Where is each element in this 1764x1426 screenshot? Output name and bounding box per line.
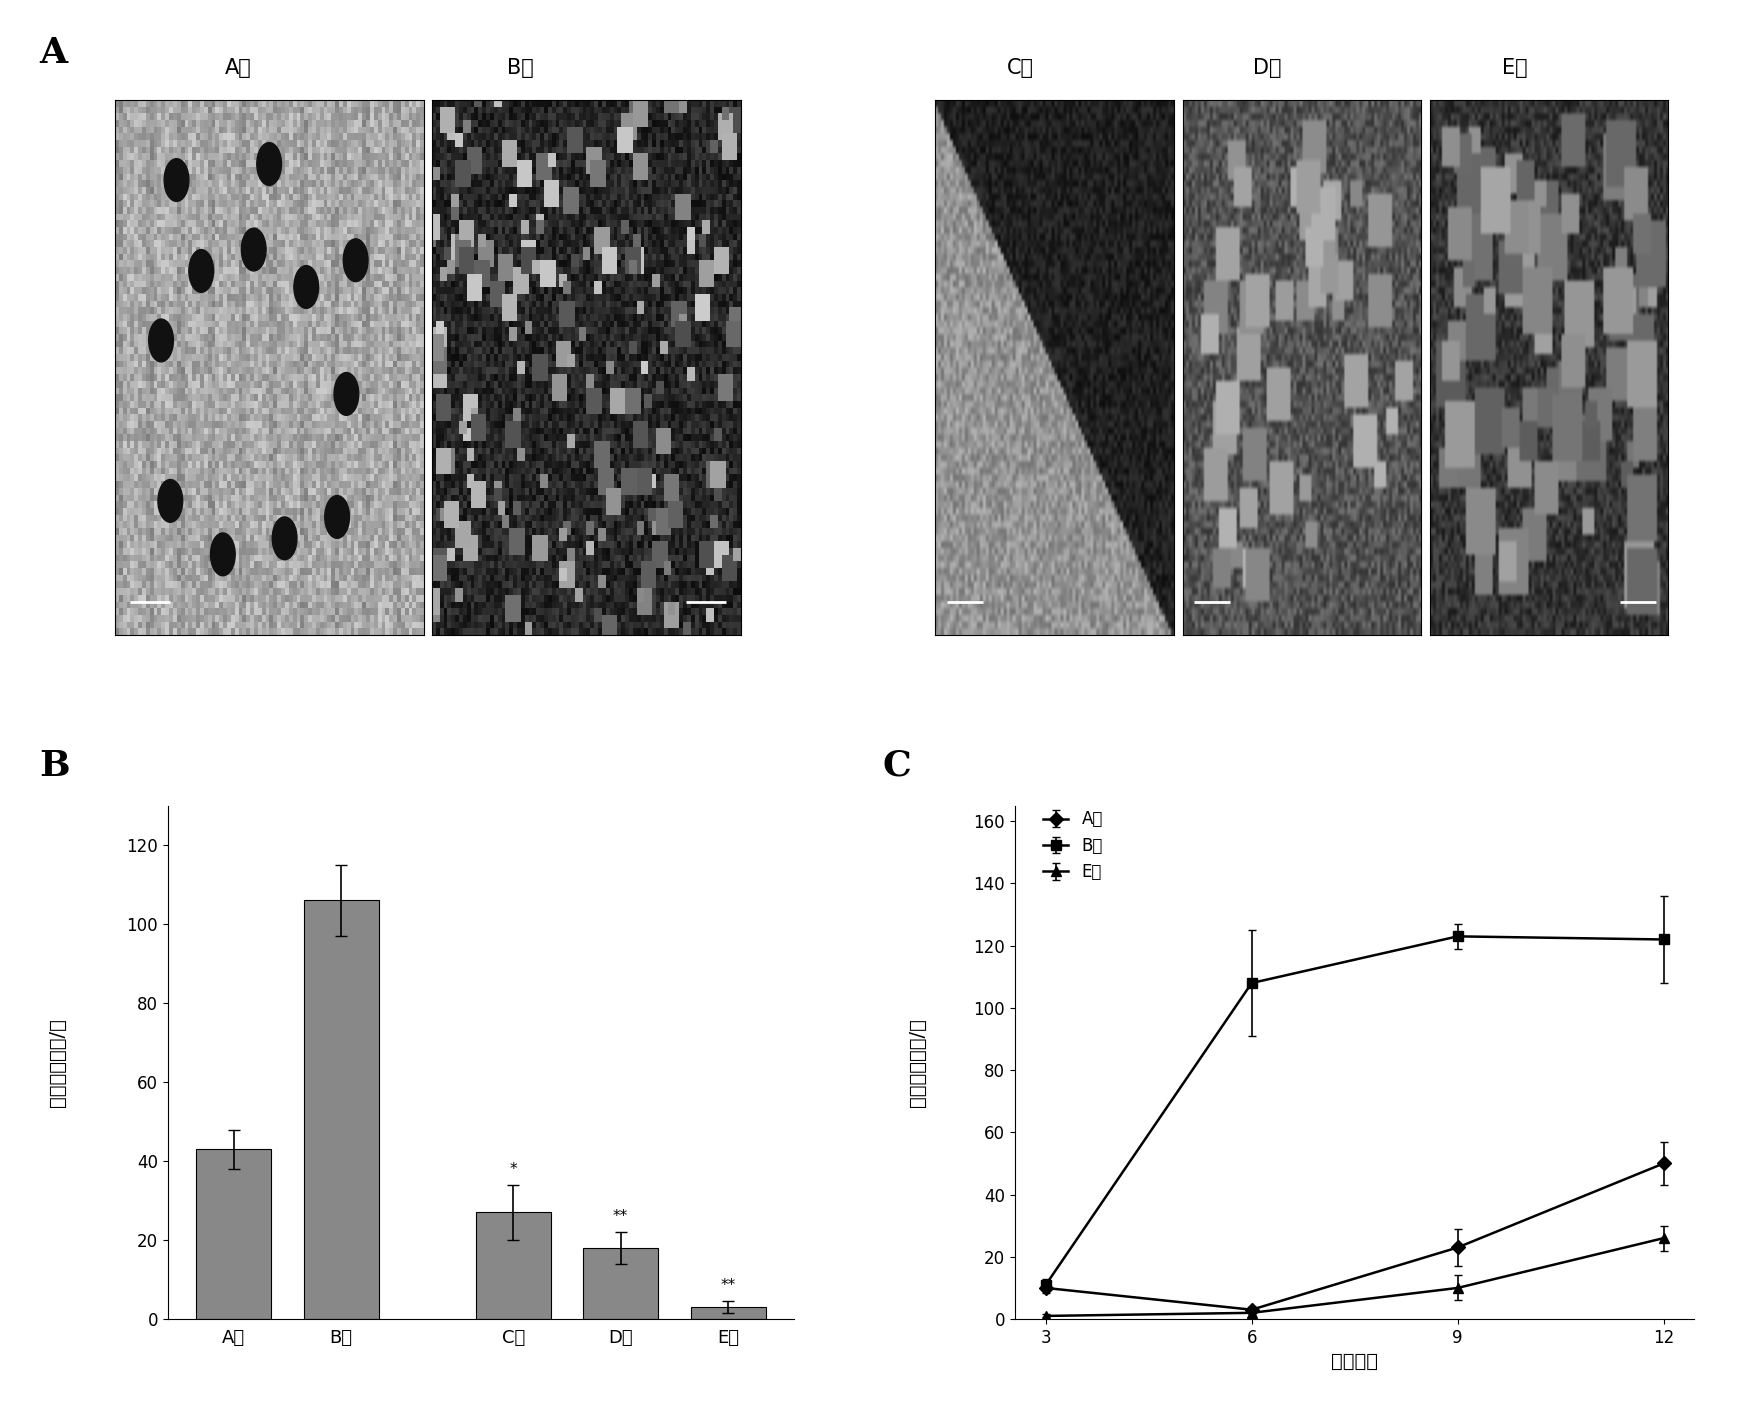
Text: D组: D组: [1252, 58, 1281, 78]
Bar: [690, 1308, 766, 1319]
Text: B组: B组: [506, 58, 534, 78]
Text: B: B: [39, 749, 69, 783]
Bar: [475, 1212, 550, 1319]
Text: *: *: [510, 1162, 517, 1176]
Circle shape: [272, 516, 296, 559]
Y-axis label: 破骨细胞数量/孔: 破骨细胞数量/孔: [907, 1018, 926, 1107]
Circle shape: [159, 479, 182, 522]
Legend: A组, B组, E组: A组, B组, E组: [1035, 804, 1110, 888]
Text: **: **: [612, 1209, 628, 1225]
Text: C组: C组: [1005, 58, 1034, 78]
Text: **: **: [720, 1278, 736, 1293]
Circle shape: [293, 265, 319, 308]
Circle shape: [164, 158, 189, 201]
Circle shape: [210, 533, 235, 576]
Bar: [582, 1248, 658, 1319]
Circle shape: [342, 238, 369, 282]
Text: C: C: [882, 749, 910, 783]
Bar: [196, 1149, 272, 1319]
Circle shape: [333, 372, 358, 415]
X-axis label: 培养天数: 培养天数: [1330, 1352, 1378, 1372]
Text: A组: A组: [224, 58, 252, 78]
Text: A: A: [39, 36, 67, 70]
Circle shape: [325, 496, 349, 539]
Circle shape: [242, 228, 266, 271]
Circle shape: [189, 250, 213, 292]
Text: E组: E组: [1501, 58, 1526, 78]
Circle shape: [256, 143, 280, 185]
Y-axis label: 破骨细胞数量/孔: 破骨细胞数量/孔: [48, 1018, 67, 1107]
Bar: [303, 900, 379, 1319]
Circle shape: [148, 319, 173, 362]
